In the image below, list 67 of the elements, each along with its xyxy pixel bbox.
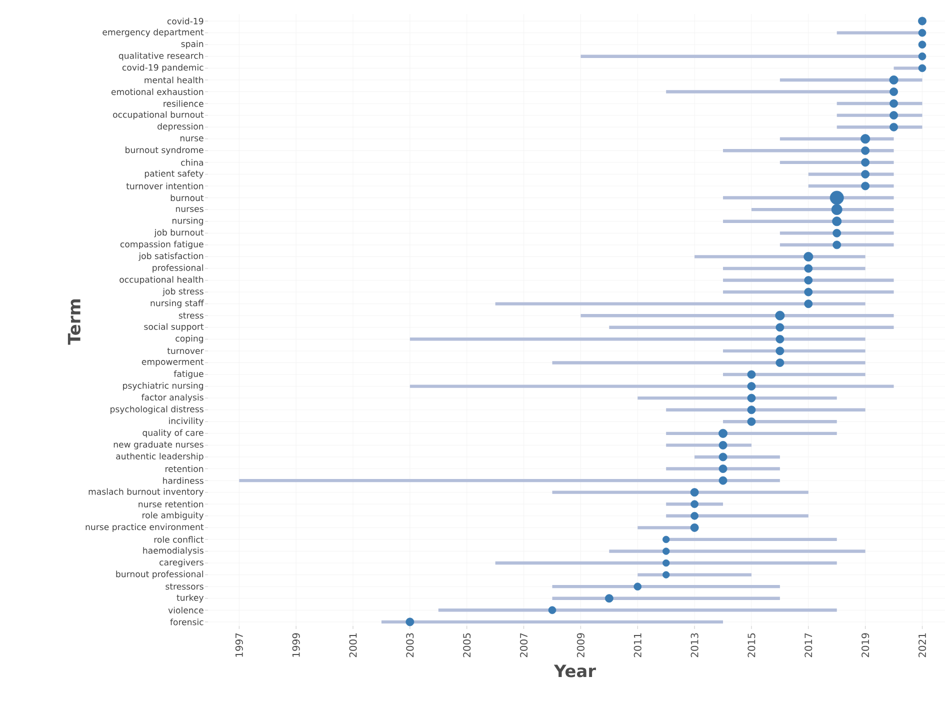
y-tick-label: emergency department bbox=[102, 28, 204, 37]
y-tick-label: caregivers bbox=[160, 558, 204, 568]
y-tick-label: psychological distress bbox=[110, 406, 204, 414]
y-axis-title: Term bbox=[68, 299, 81, 345]
y-tick-label: turkey bbox=[176, 594, 204, 603]
x-tick-label: 1997 bbox=[235, 633, 243, 657]
y-tick-label: haemodialysis bbox=[143, 547, 204, 556]
y-tick-label: burnout bbox=[170, 194, 204, 202]
y-tick-label: nursing bbox=[172, 217, 204, 226]
y-tick-label: nurse practice environment bbox=[86, 524, 204, 532]
y-tick-label: occupational health bbox=[120, 276, 204, 284]
x-tick-label: 2019 bbox=[862, 633, 870, 658]
y-tick-label: covid-19 bbox=[167, 18, 204, 24]
y-tick-label: coping bbox=[176, 335, 204, 344]
x-tick-label: 2005 bbox=[463, 633, 471, 658]
y-tick-label: new graduate nurses bbox=[114, 441, 204, 450]
y-tick-label: maslach burnout inventory bbox=[88, 488, 204, 496]
y-tick-label: retention bbox=[166, 465, 204, 472]
y-tick-label: role conflict bbox=[154, 536, 204, 543]
y-tick-label: qualitative research bbox=[118, 52, 204, 61]
x-tick-label: 2007 bbox=[520, 633, 528, 658]
y-tick-label: nursing staff bbox=[150, 300, 204, 308]
y-tick-label: empowerment bbox=[142, 358, 204, 367]
y-tick-label: burnout professional bbox=[116, 570, 204, 579]
x-tick-label: 2009 bbox=[576, 633, 584, 658]
y-tick-label: factor analysis bbox=[142, 394, 204, 402]
y-tick-label: violence bbox=[168, 606, 204, 614]
x-tick-label: 2015 bbox=[748, 633, 756, 658]
y-tick-label: job stress bbox=[162, 288, 204, 296]
y-tick-label: turnover bbox=[167, 348, 204, 354]
y-tick-label: turnover intention bbox=[126, 182, 204, 190]
y-tick-label: covid-19 pandemic bbox=[122, 64, 204, 72]
y-tick-label: psychiatric nursing bbox=[123, 382, 204, 390]
y-tick-label: stress bbox=[178, 312, 204, 319]
y-tick-label: emotional exhaustion bbox=[111, 88, 204, 96]
y-tick-label: nurse bbox=[180, 136, 204, 142]
y-tick-label: depression bbox=[158, 122, 204, 132]
y-tick-label: social support bbox=[144, 323, 204, 332]
y-tick-label: occupational burnout bbox=[113, 111, 204, 120]
y-tick-label: burnout syndrome bbox=[126, 146, 204, 155]
y-tick-label: fatigue bbox=[174, 370, 204, 379]
x-tick-label: 2003 bbox=[406, 633, 414, 658]
y-tick-label: quality of care bbox=[142, 429, 204, 438]
y-tick-label: spain bbox=[181, 40, 204, 49]
y-tick-label: patient safety bbox=[144, 170, 204, 178]
y-tick-label: china bbox=[181, 159, 204, 166]
x-tick-label: 2013 bbox=[690, 633, 698, 658]
x-tick-label: 2021 bbox=[918, 633, 926, 658]
y-tick-label: job burnout bbox=[154, 228, 204, 238]
y-tick-label: hardiness bbox=[163, 477, 204, 484]
y-tick-label: stressors bbox=[166, 584, 204, 590]
x-tick-label: 1999 bbox=[292, 633, 300, 657]
x-axis-title: Year bbox=[554, 664, 596, 678]
y-tick-label: authentic leadership bbox=[116, 452, 204, 462]
y-tick-label: nurse retention bbox=[138, 500, 204, 508]
y-tick-label: compassion fatigue bbox=[120, 240, 204, 250]
y-tick-label: role ambiguity bbox=[142, 512, 204, 520]
y-tick-label: professional bbox=[152, 264, 204, 273]
y-tick-label: forensic bbox=[170, 618, 204, 626]
x-tick-label: 2001 bbox=[349, 633, 357, 658]
y-tick-label: mental health bbox=[144, 76, 204, 84]
y-tick-label: job satisfaction bbox=[138, 252, 204, 261]
y-tick-label: nurses bbox=[176, 207, 204, 212]
x-tick-label: 2017 bbox=[804, 633, 812, 658]
x-tick-label: 2011 bbox=[634, 633, 642, 658]
y-tick-label: resilience bbox=[164, 100, 204, 107]
y-tick-label: incivility bbox=[169, 418, 204, 426]
